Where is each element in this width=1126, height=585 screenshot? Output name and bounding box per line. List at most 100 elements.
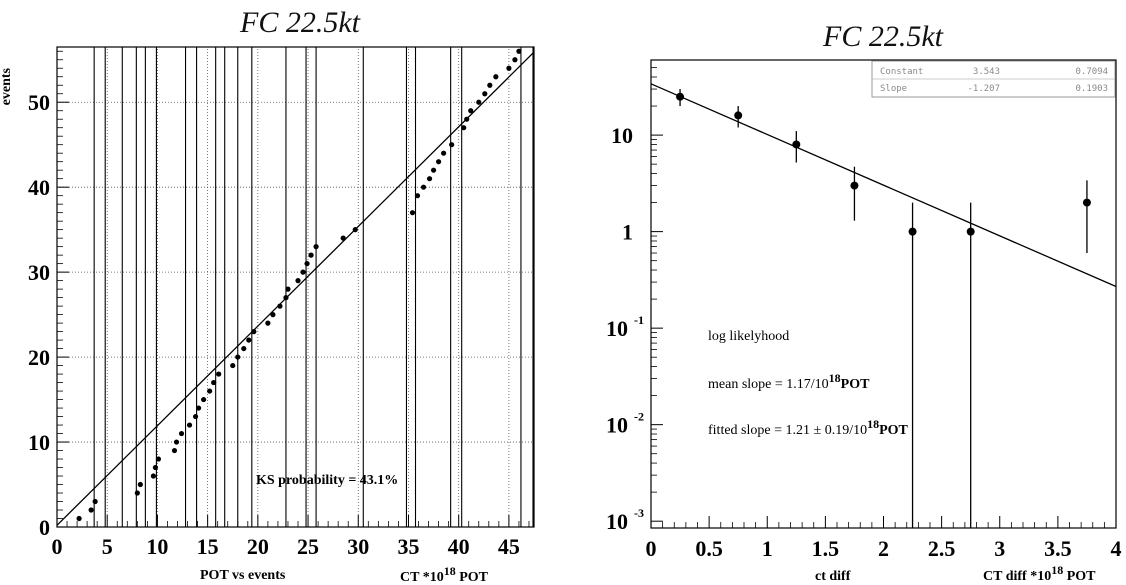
right-x-axis-label-right: CT diff *1018 POT [983,563,1096,584]
right-plot-frame [650,59,1117,529]
left-data-point [304,261,310,267]
left-chart-title: FC 22.5kt [239,6,361,39]
left-x-tick-label: 25 [297,534,319,559]
left-data-point [241,345,247,352]
fitted-slope-unit: POT [879,423,908,438]
right-xlabel-right-post: POT [1063,569,1096,584]
mean-slope-text: mean slope = 1.17/10 [708,377,829,392]
right-xlabel-right-pre: CT diff *10 [983,569,1051,584]
fit-statistics-box: Constant 3.543 0.7094 Slope -1.207 0.1903 [871,60,1116,98]
left-data-point [195,405,202,411]
right-x-tick-label: 0.5 [695,536,723,561]
left-x-tick-label: 35 [397,534,419,559]
left-data-point [246,337,252,343]
left-data-point [251,329,257,335]
stat-row-label: Constant [880,67,923,77]
right-data-point [1082,198,1091,207]
left-y-ticks: 0 10 20 30 40 50 [28,50,69,540]
fitted-slope-label: fitted slope = 1.21 ± 0.19/1018POT [708,417,909,438]
left-xlabel-right-exp: 18 [444,564,456,578]
left-data-point [230,362,236,369]
right-data-point [676,92,685,101]
left-x-axis-label: POT vs events [200,568,286,583]
left-data-point [211,379,217,386]
left-x-tick-label: 0 [52,534,63,559]
left-data-points [76,48,522,522]
left-data-point [441,150,447,156]
right-y-tick-exponent: -1 [634,313,644,327]
stat-row-label: Slope [880,84,907,94]
right-xlabel-right-exp: 18 [1051,563,1063,577]
right-y-tick-label: 10 [606,413,628,438]
right-data-point [908,227,917,236]
left-data-point [409,210,416,216]
right-y-minor-ticks [651,59,657,493]
left-data-point [308,252,314,258]
left-data-point [461,125,467,131]
left-data-point [506,65,512,71]
left-data-point [201,396,207,403]
left-y-tick-label: 20 [28,345,50,370]
stat-row-value: 3.543 [973,67,1000,77]
left-data-point [155,456,162,462]
left-data-point [482,91,488,97]
left-x-tick-label: 45 [498,534,520,559]
mean-slope-unit: POT [841,377,870,392]
left-data-point [265,320,271,326]
right-x-tick-label: 3 [994,536,1005,561]
left-data-point [192,413,199,420]
left-chart: FC 22.5kt 0 5 10 15 20 25 30 35 40 45 0 10 20 30 40 50… [0,6,535,585]
left-data-point [173,439,180,445]
left-data-point [178,430,185,437]
left-data-point [493,74,499,80]
left-y-tick-label: 30 [28,260,50,285]
stat-row-value: -1.207 [967,84,1000,94]
left-x-tick-label: 20 [247,534,269,559]
left-data-point [216,371,222,377]
left-xlabel-right-pre: CT *10 [400,570,444,585]
left-reference-line [56,51,535,526]
left-y-axis-label: events [0,67,14,105]
stat-row-error: 0.7094 [1075,67,1108,77]
left-plot-frame [56,46,535,528]
left-data-point [352,227,358,233]
mean-slope-exp: 18 [829,371,841,385]
left-data-point [207,388,213,394]
left-data-point [92,498,98,505]
left-data-point [137,481,143,488]
left-data-point [186,422,193,428]
right-x-ticks: 0 0.5 1 1.5 2 2.5 3 3.5 4 [646,516,1122,561]
right-y-tick-exponent: -2 [634,410,644,424]
left-data-point [430,167,437,173]
right-x-tick-label: 1 [762,536,773,561]
right-x-tick-label: 1.5 [812,536,840,561]
left-vertical-markers [93,47,534,527]
left-x-tick-label: 30 [347,534,369,559]
left-y-tick-label: 40 [28,175,50,200]
left-data-point [340,235,346,241]
mean-slope-label: mean slope = 1.17/1018POT [708,371,870,392]
left-data-point [414,193,421,199]
left-x-axis-label-right: CT *1018 POT [400,564,489,585]
left-y-tick-label: 0 [39,515,50,540]
left-data-point [476,99,482,105]
left-data-point [134,490,140,496]
left-data-point [436,159,442,165]
right-y-tick-label: 10 [611,123,633,148]
ks-probability-text: KS probability = 43.1% [256,473,398,488]
left-data-point [426,176,433,182]
left-data-point [487,82,493,88]
right-x-tick-label: 3.5 [1044,536,1072,561]
left-data-point [300,269,306,275]
left-data-point [512,57,518,63]
left-data-point [295,278,301,284]
left-x-tick-label: 10 [146,534,168,559]
fitted-slope-exp: 18 [867,417,879,431]
left-data-point [152,464,159,471]
stat-row-error: 0.1903 [1075,84,1108,94]
right-data-point [850,181,859,190]
right-chart-title: FC 22.5kt [822,20,944,53]
right-fit-line [650,83,1117,288]
left-data-point [468,108,474,114]
